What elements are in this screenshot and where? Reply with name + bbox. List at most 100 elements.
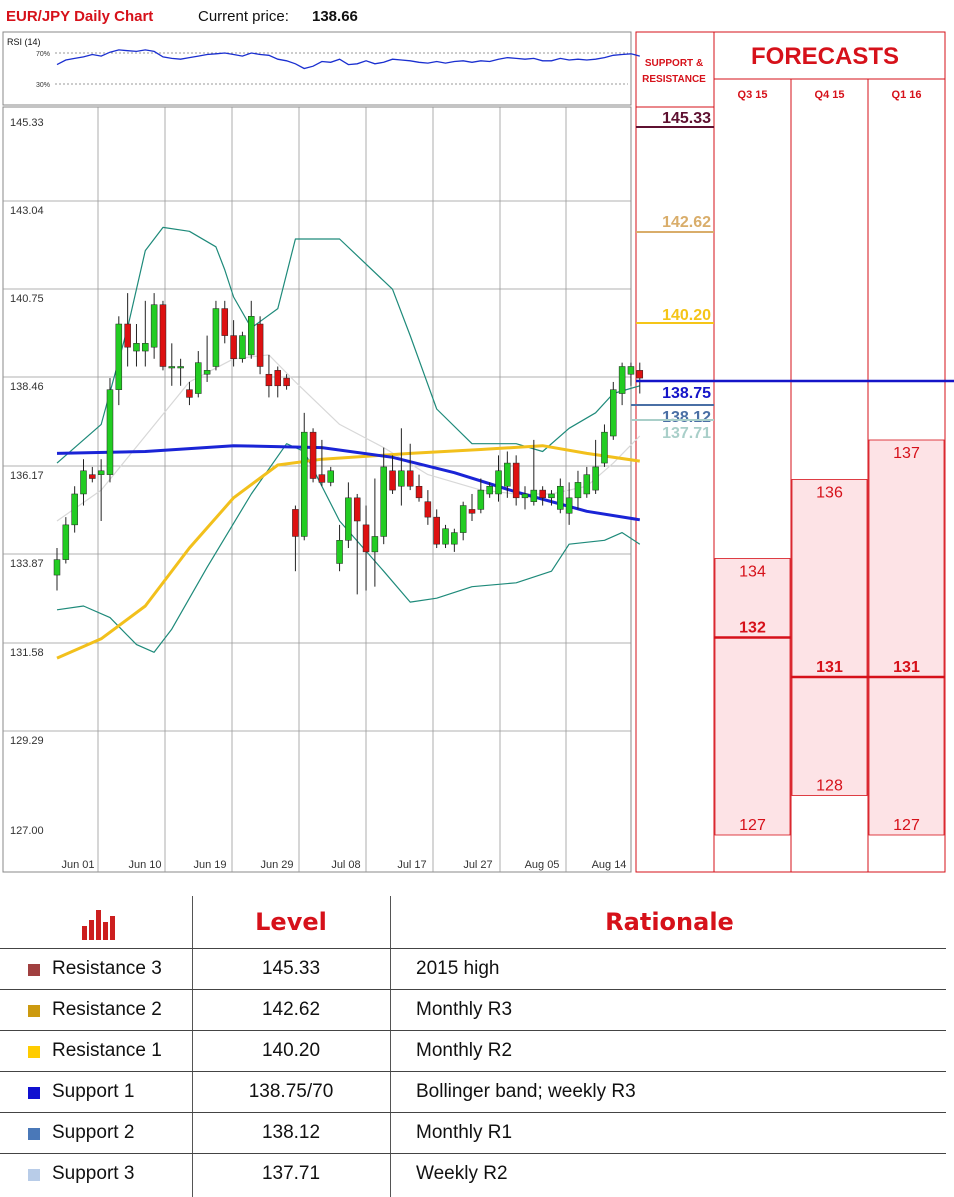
sr-panel [635, 31, 715, 873]
sr-title-line2: RESISTANCE [642, 74, 706, 85]
candle-bearish [256, 323, 264, 367]
table-row: Support 3 137.71 Weekly R2 [0, 1153, 946, 1195]
candle-bullish [618, 366, 626, 394]
candle-bullish [53, 559, 61, 576]
level-rationale: Monthly R3 [416, 999, 513, 1020]
rsi-level-30: 30% [36, 82, 50, 89]
candle-bullish [371, 536, 379, 553]
price-plot-frame [2, 106, 632, 873]
level-name: Support 2 [52, 1122, 135, 1143]
forecast-mid-label: 131 [816, 659, 843, 676]
candle-bullish [239, 335, 246, 360]
level-value: 137.71 [261, 1163, 321, 1184]
forecast-low-label: 127 [893, 817, 920, 834]
y-tick-label: 127.00 [10, 825, 44, 837]
candle-bearish [318, 474, 326, 483]
candle-bullish [495, 470, 502, 495]
col-divider [192, 896, 193, 1197]
x-tick-label: Jul 27 [463, 859, 492, 871]
candle-bullish [115, 323, 123, 390]
current-price-label: Current price: [198, 8, 289, 25]
bar-chart-icon [80, 904, 120, 940]
y-tick-label: 133.87 [10, 558, 44, 570]
candle-bullish [97, 470, 105, 475]
forecast-range [868, 439, 945, 836]
candle-bullish [195, 362, 202, 394]
level-color-swatch [28, 1046, 40, 1058]
candle-bearish [362, 524, 370, 553]
sma-yellow-line [56, 444, 641, 660]
level-rationale: Bollinger band; weekly R3 [416, 1081, 636, 1102]
y-tick-label: 136.17 [10, 470, 44, 482]
candle-bullish [248, 316, 255, 356]
candle-bearish [512, 462, 520, 499]
candle-bullish [71, 493, 78, 526]
sr-level-label: 137.71 [662, 425, 711, 442]
sr-level-label: 140.20 [662, 307, 711, 324]
forecast-range [714, 558, 791, 836]
sr-level-label: 142.62 [662, 214, 711, 231]
level-rationale: 2015 high [416, 958, 500, 979]
candle-bearish [309, 431, 317, 479]
candle-bearish [468, 509, 476, 514]
level-name: Support 1 [52, 1081, 135, 1102]
forecast-col-header: Q1 16 [892, 89, 922, 101]
bollinger-lower-line [56, 443, 641, 653]
y-tick-label: 145.33 [10, 117, 44, 129]
y-tick-label: 138.46 [10, 381, 44, 393]
table-row: Support 2 138.12 Monthly R1 [0, 1112, 946, 1154]
candle-bearish [265, 373, 273, 387]
col-divider [390, 896, 391, 1197]
forecast-low-label: 127 [739, 817, 766, 834]
candle-bullish [142, 343, 149, 352]
candle-bullish [451, 532, 458, 545]
bollinger-upper-line [56, 226, 640, 464]
x-tick-label: Jul 08 [331, 859, 360, 871]
candle-bullish [380, 466, 387, 537]
candle-bullish [80, 470, 87, 495]
y-tick-label: 143.04 [10, 205, 44, 217]
candle-bearish [230, 335, 237, 360]
forecast-col-header: Q3 15 [738, 89, 768, 101]
candle-bullish [610, 389, 617, 437]
candle-bullish [601, 431, 608, 464]
candle-bullish [212, 308, 220, 367]
candle-bearish [389, 470, 396, 491]
candle-bullish [627, 366, 635, 375]
level-color-swatch [28, 1128, 40, 1140]
forecast-mid-label: 131 [893, 659, 920, 676]
candle-bullish [504, 462, 511, 487]
candle-bearish [89, 474, 96, 479]
forecast-high-label: 134 [739, 564, 766, 581]
level-color-swatch [28, 1005, 40, 1017]
candle-bullish [106, 389, 114, 475]
eurjpy-chart: 145.33 143.04 140.75 138.46 136.17 133.87 131.… [2, 8, 954, 873]
y-tick-label: 129.29 [10, 735, 44, 747]
header-level: Level [255, 908, 327, 936]
level-color-swatch [28, 964, 40, 976]
candle-bullish [327, 470, 334, 483]
level-rationale: Weekly R2 [416, 1163, 508, 1184]
current-price-value: 138.66 [312, 8, 358, 25]
candle-bullish [486, 485, 493, 495]
candle-bullish [583, 474, 591, 495]
level-color-swatch [28, 1087, 40, 1099]
candle-bullish [203, 370, 211, 375]
forecast-low-label: 128 [816, 778, 843, 795]
rsi-line [56, 49, 640, 70]
candle-bearish [159, 304, 167, 367]
candle-bearish [415, 485, 423, 499]
level-rationale: Monthly R1 [416, 1122, 513, 1143]
table-header: Level Rationale [0, 880, 954, 946]
sr-title-line1: SUPPORT & [645, 58, 703, 69]
level-color-swatch [28, 1169, 40, 1181]
level-value: 138.12 [261, 1122, 321, 1143]
table-row: Resistance 2 142.62 Monthly R3 [0, 989, 946, 1031]
candle-bullish [345, 497, 352, 541]
candle-bullish [300, 431, 308, 537]
x-tick-label: Jun 29 [260, 859, 293, 871]
candle-bearish [424, 501, 432, 518]
candle-bearish [353, 497, 361, 522]
x-tick-label: Jul 17 [397, 859, 426, 871]
rsi-level-70: 70% [36, 51, 50, 58]
